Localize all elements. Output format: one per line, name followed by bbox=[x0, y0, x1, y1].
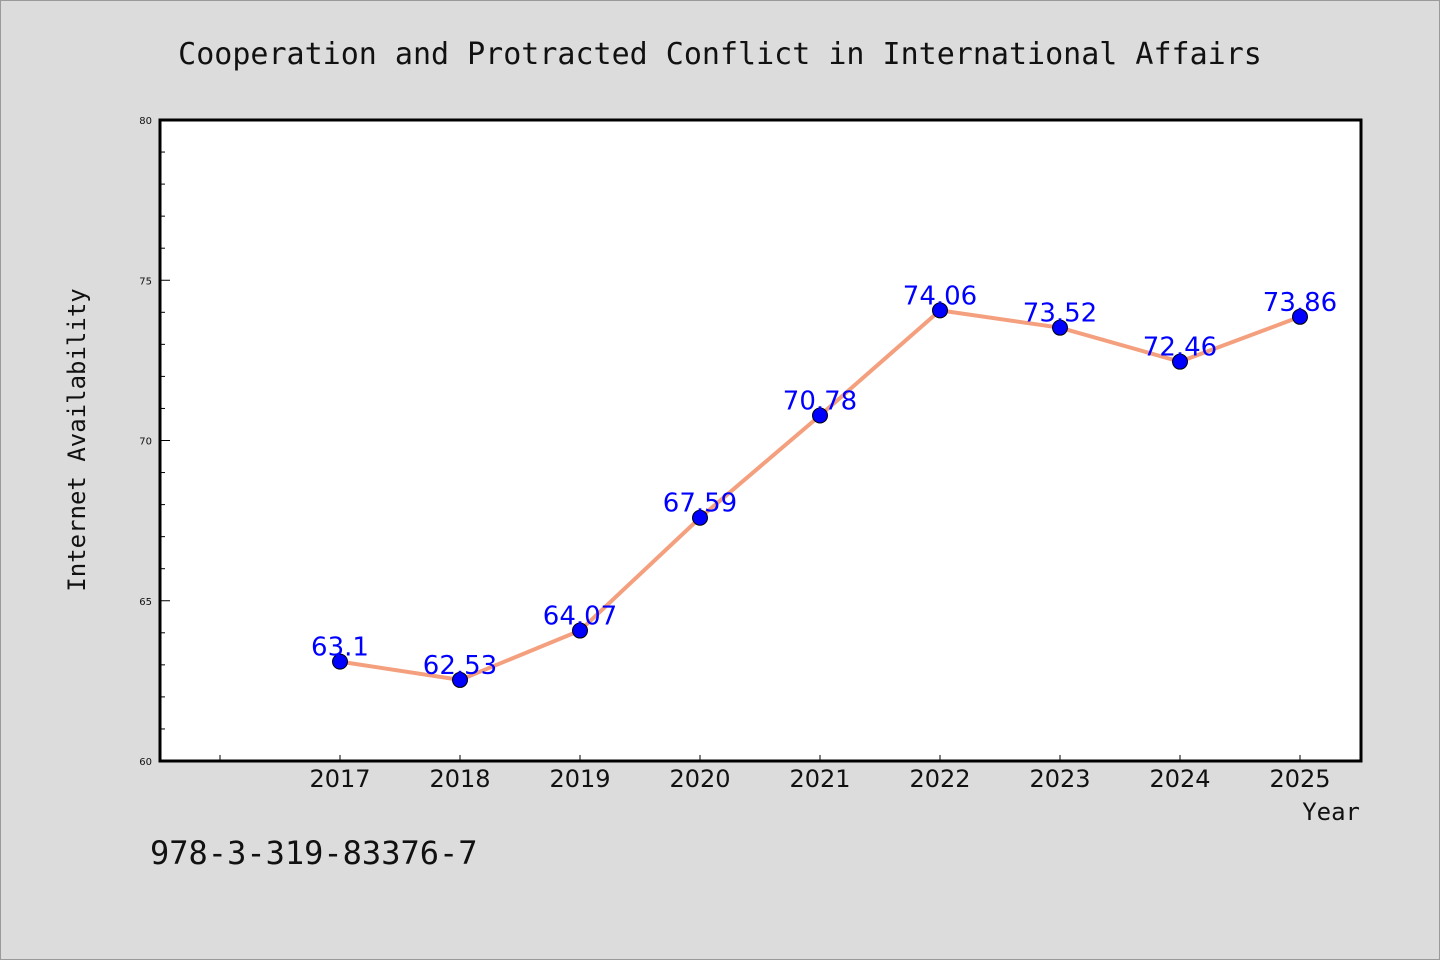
data-point bbox=[692, 509, 708, 526]
y-tick-label: 75 bbox=[139, 276, 152, 287]
x-tick-label: 2017 bbox=[309, 765, 370, 793]
x-tick-label: 2025 bbox=[1269, 765, 1330, 793]
y-tick-label: 60 bbox=[139, 757, 152, 768]
isbn-code: 978-3-319-83376-7 bbox=[150, 834, 478, 872]
y-tick-label: 65 bbox=[139, 597, 152, 608]
data-label: 63.1 bbox=[311, 633, 369, 663]
x-axis-label: Year bbox=[1302, 798, 1360, 826]
data-point bbox=[1052, 319, 1068, 336]
series-markers bbox=[332, 302, 1308, 688]
x-axis: 2017 2018 2019 2020 2021 2022 2023 2024 2025 bbox=[219, 755, 1331, 793]
x-tick-label: 2021 bbox=[789, 765, 850, 793]
x-tick-label: 2018 bbox=[429, 765, 490, 793]
data-point bbox=[1172, 353, 1188, 370]
data-point bbox=[812, 407, 828, 424]
y-axis-label: Internet Availability bbox=[63, 288, 91, 591]
data-label: 70.78 bbox=[783, 387, 857, 417]
x-tick-label: 2020 bbox=[669, 765, 730, 793]
x-tick-label: 2019 bbox=[549, 765, 610, 793]
y-axis: 60 65 70 75 80 bbox=[139, 116, 170, 768]
y-tick-label: 80 bbox=[139, 116, 152, 127]
x-tick-label: 2022 bbox=[909, 765, 970, 793]
data-labels: 63.1 62.53 64.07 67.59 70.78 74.06 73.52 72.46 7… bbox=[311, 281, 1337, 681]
data-label: 73.86 bbox=[1263, 288, 1337, 318]
data-point bbox=[452, 671, 468, 688]
data-point bbox=[932, 302, 948, 319]
data-label: 67.59 bbox=[663, 489, 737, 519]
data-point bbox=[1292, 308, 1308, 325]
data-label: 72.46 bbox=[1143, 333, 1217, 363]
y-tick-label: 70 bbox=[139, 437, 152, 448]
x-tick-label: 2023 bbox=[1029, 765, 1090, 793]
data-label: 64.07 bbox=[543, 602, 617, 632]
data-label: 74.06 bbox=[903, 281, 977, 311]
x-tick-label: 2024 bbox=[1149, 765, 1210, 793]
data-point bbox=[332, 653, 348, 670]
data-point bbox=[572, 622, 588, 639]
data-label: 73.52 bbox=[1023, 299, 1097, 329]
chart-title: Cooperation and Protracted Conflict in I… bbox=[178, 37, 1262, 72]
data-label: 62.53 bbox=[423, 651, 497, 681]
plot-area bbox=[158, 118, 1363, 763]
